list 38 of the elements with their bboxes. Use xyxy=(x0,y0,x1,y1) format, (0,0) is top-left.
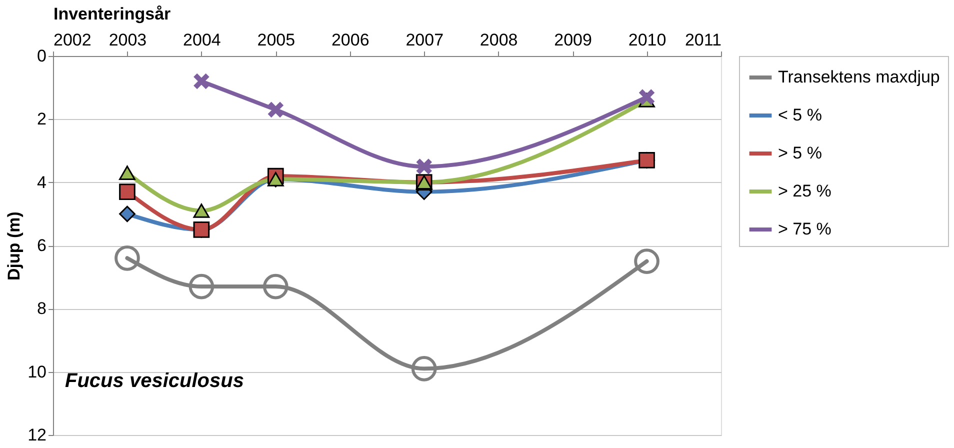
point xyxy=(193,204,210,218)
point xyxy=(267,101,284,118)
legend-label: > 25 % xyxy=(778,182,832,200)
point xyxy=(188,274,214,300)
point xyxy=(114,245,140,271)
legend-label: > 5 % xyxy=(778,144,822,162)
x-tick-label: 2005 xyxy=(257,30,296,50)
x-tick-label: 2004 xyxy=(183,30,221,50)
x-axis-title: Inventeringsår xyxy=(54,4,172,24)
y-tick-label: 8 xyxy=(37,299,46,318)
x-tick-label: 2007 xyxy=(406,30,444,50)
y-tick-label: 2 xyxy=(37,110,46,129)
point xyxy=(119,166,136,180)
y-tick-label: 12 xyxy=(28,426,46,444)
point xyxy=(119,206,136,222)
y-tick-label: 4 xyxy=(37,172,46,192)
y-tick-label: 6 xyxy=(37,236,46,255)
x-tick-label: 2009 xyxy=(554,30,592,50)
x-tick-label: 2008 xyxy=(480,30,518,50)
legend-label: Transektens maxdjup xyxy=(778,68,940,86)
y-tick-label: 10 xyxy=(28,362,46,382)
x-tick-label: 2011 xyxy=(684,30,722,50)
point xyxy=(262,274,288,300)
point xyxy=(192,72,210,90)
y-axis-title: Djup (m) xyxy=(4,212,24,280)
legend-label: > 75 % xyxy=(778,220,832,238)
point xyxy=(634,248,660,274)
y-tick-label: 0 xyxy=(37,46,46,66)
point xyxy=(411,356,437,382)
x-tick-label: 2003 xyxy=(108,30,147,50)
x-tick-label: 2002 xyxy=(54,30,92,50)
point xyxy=(415,158,433,176)
point xyxy=(638,88,656,106)
legend-label: < 5 % xyxy=(778,106,822,124)
x-tick-label: 2010 xyxy=(628,30,666,50)
annotation: Fucus vesiculosus xyxy=(65,370,244,392)
x-tick-label: 2006 xyxy=(331,30,370,50)
point xyxy=(119,184,136,200)
